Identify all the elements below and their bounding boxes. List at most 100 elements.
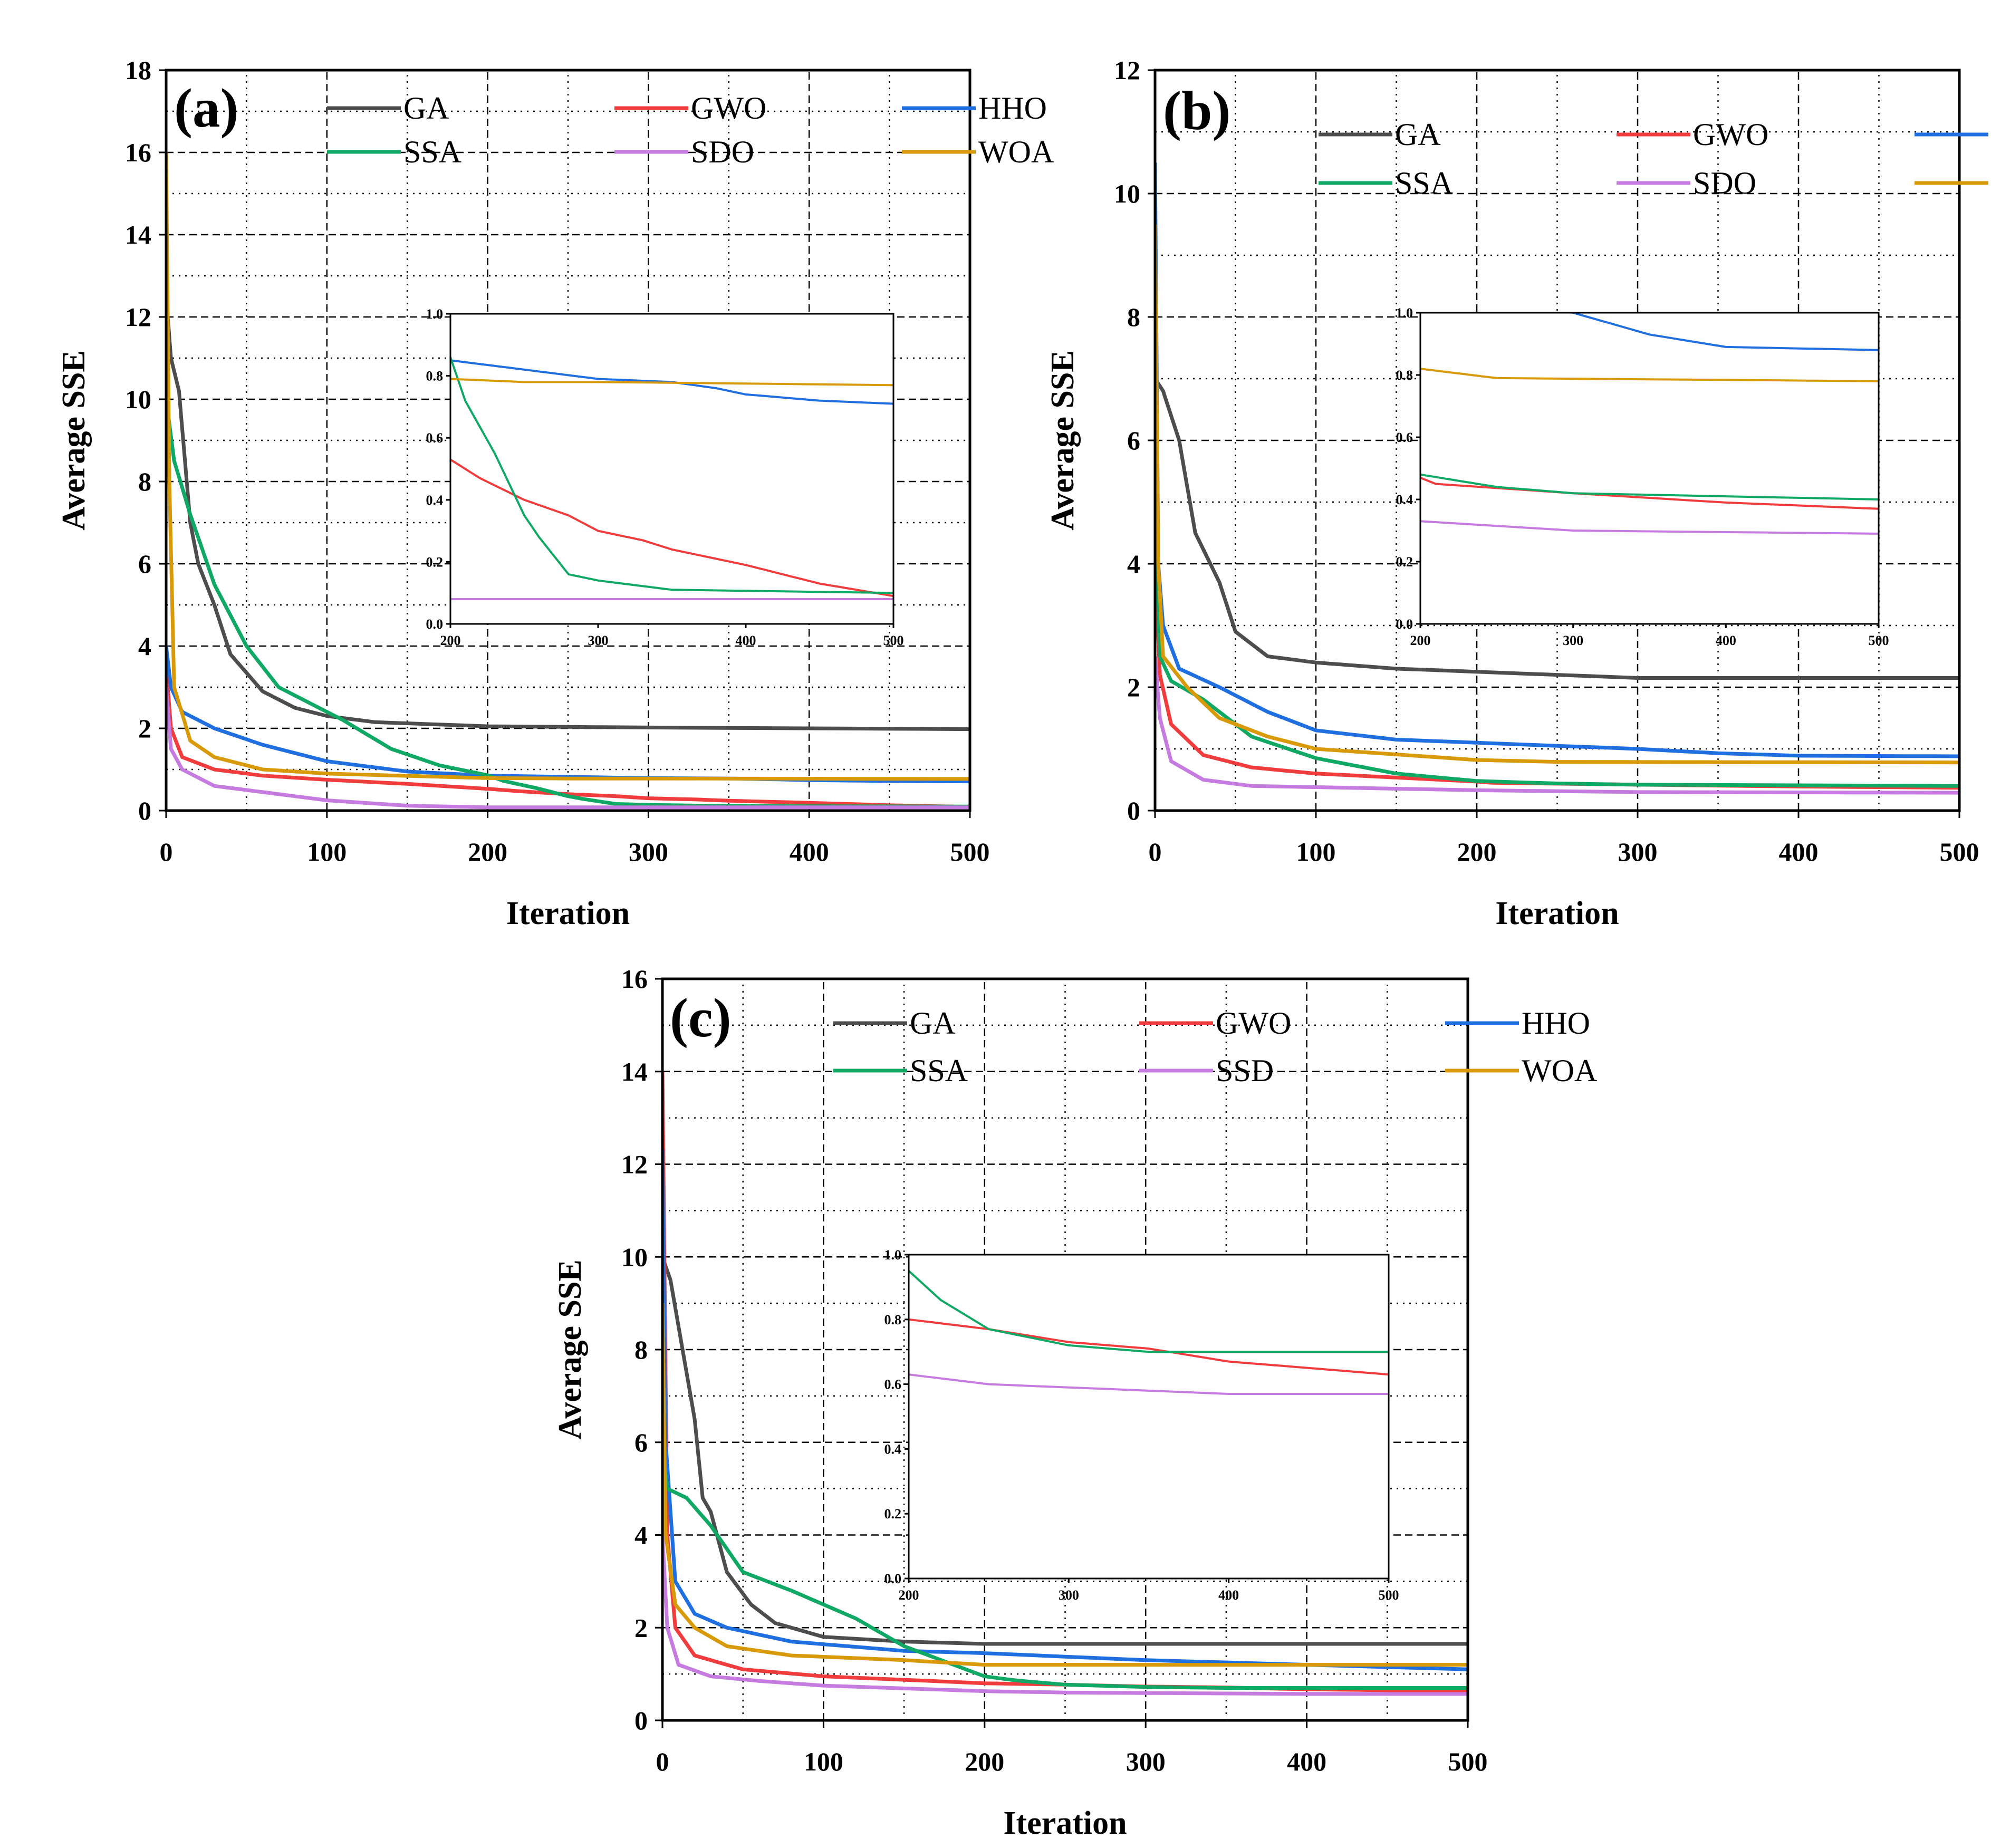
y-tick-label: 12: [125, 302, 151, 332]
y-axis-label: Average SSE: [56, 350, 92, 531]
x-tick-label: 300: [1126, 1747, 1166, 1776]
y-tick-label: 2: [138, 714, 151, 743]
y-tick-label: 0: [1127, 796, 1140, 825]
y-axis-label: Average SSE: [1045, 350, 1081, 531]
series-line-ssa: [909, 1270, 1389, 1353]
y-tick-label: 0.0: [884, 1571, 902, 1586]
inset-chart: 200 300 400 500 0.0 0.2 0.4 0.6 0.8 1.0: [1396, 305, 1889, 648]
y-tick-label: 6: [634, 1428, 648, 1457]
x-tick-label: 300: [1059, 1587, 1079, 1603]
series-line-gwo: [450, 458, 893, 598]
x-tick-label: 200: [468, 837, 507, 867]
x-tick-label: 500: [1379, 1587, 1399, 1603]
y-tick-label: 0: [138, 796, 151, 825]
x-tick-label: 200: [1457, 837, 1497, 867]
y-tick-label: 2: [1127, 672, 1140, 702]
series-line-hho: [1567, 313, 1879, 351]
panel-label: (b): [1163, 80, 1230, 141]
x-tick-label: 500: [950, 837, 990, 867]
x-tick-label: 0: [656, 1747, 669, 1776]
plot-frame: [1419, 312, 1880, 625]
series-line-woa: [450, 378, 893, 387]
legend-label-gwo: GWO: [1216, 1006, 1291, 1041]
legend-label-ssa: SSA: [1395, 166, 1453, 200]
x-tick-label: 500: [883, 633, 904, 648]
series-line-ssd: [909, 1373, 1389, 1395]
y-tick-label: 10: [621, 1242, 648, 1272]
y-tick-label: 1.0: [884, 1247, 902, 1263]
inset-chart: 200 300 400 500 0.0 0.2 0.4 0.6 0.8 1.0: [426, 306, 904, 648]
y-tick-label: 0.6: [884, 1377, 902, 1392]
series-lines: [1420, 313, 1879, 535]
y-tick-label: 6: [138, 549, 151, 579]
y-tick-label: 0.2: [426, 554, 444, 570]
series-line-sdo: [1155, 656, 1959, 795]
plot-frame: [908, 1254, 1390, 1580]
y-tick-label: 0.2: [1396, 554, 1413, 570]
y-tick-label: 12: [1114, 55, 1140, 85]
inset-background: [450, 314, 893, 624]
series-lines: [909, 1270, 1389, 1395]
x-tick-label: 0: [160, 837, 173, 867]
series-lines: [166, 152, 970, 810]
series-line-sdo: [1420, 520, 1879, 535]
series-line-woa: [662, 1303, 1468, 1667]
inset-background: [909, 1255, 1389, 1578]
y-tick-label: 6: [1127, 426, 1140, 455]
plot-frame: [165, 69, 972, 812]
chart-panel-c: 0 100 200 300 400 500 0 2 4 6 8 10 12 14 16 200 300 400 50…: [552, 964, 1597, 1841]
x-tick-label: 400: [1779, 837, 1819, 867]
legend-label-hho: HHO: [978, 91, 1047, 126]
y-tick-label: 0.6: [426, 430, 444, 446]
y-tick-label: 0.8: [884, 1312, 902, 1327]
series-line-ssa: [662, 1451, 1468, 1690]
x-tick-label: 200: [965, 1747, 1004, 1776]
series-line-ga: [166, 296, 970, 732]
legend-label-hho: HHO: [1522, 1006, 1590, 1041]
series-line-woa: [1420, 368, 1879, 382]
y-tick-label: 1.0: [1396, 305, 1413, 321]
y-tick-label: 8: [138, 467, 151, 496]
legend-label-ssa: SSA: [910, 1053, 968, 1088]
y-tick-label: 12: [621, 1150, 648, 1179]
panel-label: (a): [174, 77, 238, 139]
legend-label-ga: GA: [403, 91, 449, 126]
series-line-ssa: [1155, 502, 1959, 788]
series-line-woa: [1155, 224, 1959, 765]
x-tick-label: 200: [440, 633, 461, 648]
chart-panel-a: 0 100 200 300 400 500 0 2 4 6 8 10 12 14 16 18 200 300 400…: [56, 55, 1054, 931]
series-lines: [662, 1071, 1468, 1696]
y-tick-label: 0.8: [426, 369, 444, 384]
y-tick-label: 18: [125, 55, 151, 85]
legend-label-ga: GA: [910, 1006, 956, 1041]
y-tick-label: 10: [1114, 179, 1140, 208]
y-tick-label: 10: [125, 384, 151, 414]
y-tick-label: 8: [1127, 302, 1140, 332]
x-tick-label: 100: [1296, 837, 1336, 867]
series-line-sdo: [166, 687, 970, 810]
y-tick-label: 16: [621, 964, 648, 994]
series-line-hho: [450, 359, 893, 405]
x-tick-label: 400: [736, 633, 756, 648]
y-axis-label: Average SSE: [552, 1259, 588, 1440]
x-tick-label: 300: [629, 837, 668, 867]
y-tick-label: 1.0: [426, 306, 444, 322]
x-tick-label: 400: [1287, 1747, 1326, 1776]
x-tick-label: 400: [1218, 1587, 1239, 1603]
plot-frame: [449, 313, 894, 625]
x-tick-label: 500: [1448, 1747, 1488, 1776]
series-lines: [1155, 162, 1959, 795]
x-tick-label: 0: [1149, 837, 1162, 867]
y-tick-label: 4: [1127, 549, 1140, 579]
legend-label-woa: WOA: [978, 134, 1054, 169]
legend-label-gwo: GWO: [691, 91, 766, 126]
y-tick-label: 4: [634, 1520, 648, 1550]
x-axis-label: Iteration: [506, 896, 630, 931]
x-tick-label: 100: [804, 1747, 843, 1776]
series-line-ssa: [450, 357, 893, 594]
x-tick-label: 200: [899, 1587, 919, 1603]
legend-label-sdo: SDO: [691, 134, 754, 169]
series-line-ssd: [662, 1535, 1468, 1696]
